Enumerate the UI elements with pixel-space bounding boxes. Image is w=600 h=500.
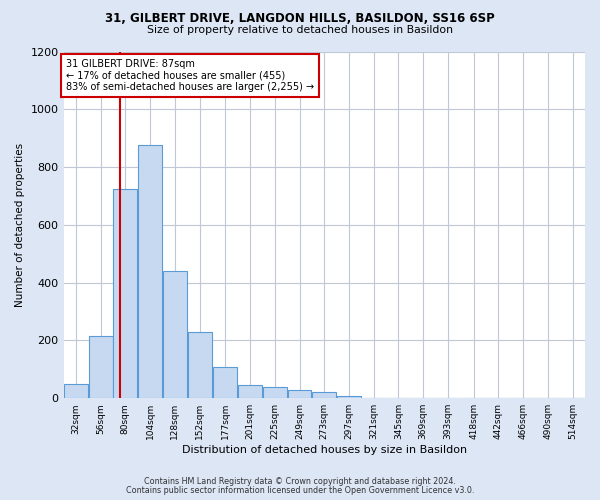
Text: Contains public sector information licensed under the Open Government Licence v3: Contains public sector information licen… xyxy=(126,486,474,495)
Bar xyxy=(287,390,311,398)
Y-axis label: Number of detached properties: Number of detached properties xyxy=(15,143,25,307)
Text: Contains HM Land Registry data © Crown copyright and database right 2024.: Contains HM Land Registry data © Crown c… xyxy=(144,477,456,486)
Bar xyxy=(188,332,212,398)
Text: 31, GILBERT DRIVE, LANGDON HILLS, BASILDON, SS16 6SP: 31, GILBERT DRIVE, LANGDON HILLS, BASILD… xyxy=(105,12,495,26)
Bar xyxy=(113,188,137,398)
Bar xyxy=(337,396,361,398)
Bar xyxy=(313,392,336,398)
Text: Size of property relative to detached houses in Basildon: Size of property relative to detached ho… xyxy=(147,25,453,35)
Bar xyxy=(263,386,287,398)
Text: 31 GILBERT DRIVE: 87sqm
← 17% of detached houses are smaller (455)
83% of semi-d: 31 GILBERT DRIVE: 87sqm ← 17% of detache… xyxy=(65,58,314,92)
Bar xyxy=(238,385,262,398)
Bar xyxy=(163,271,187,398)
X-axis label: Distribution of detached houses by size in Basildon: Distribution of detached houses by size … xyxy=(182,445,467,455)
Bar xyxy=(138,146,162,398)
Bar xyxy=(89,336,113,398)
Bar xyxy=(64,384,88,398)
Bar xyxy=(214,367,237,398)
